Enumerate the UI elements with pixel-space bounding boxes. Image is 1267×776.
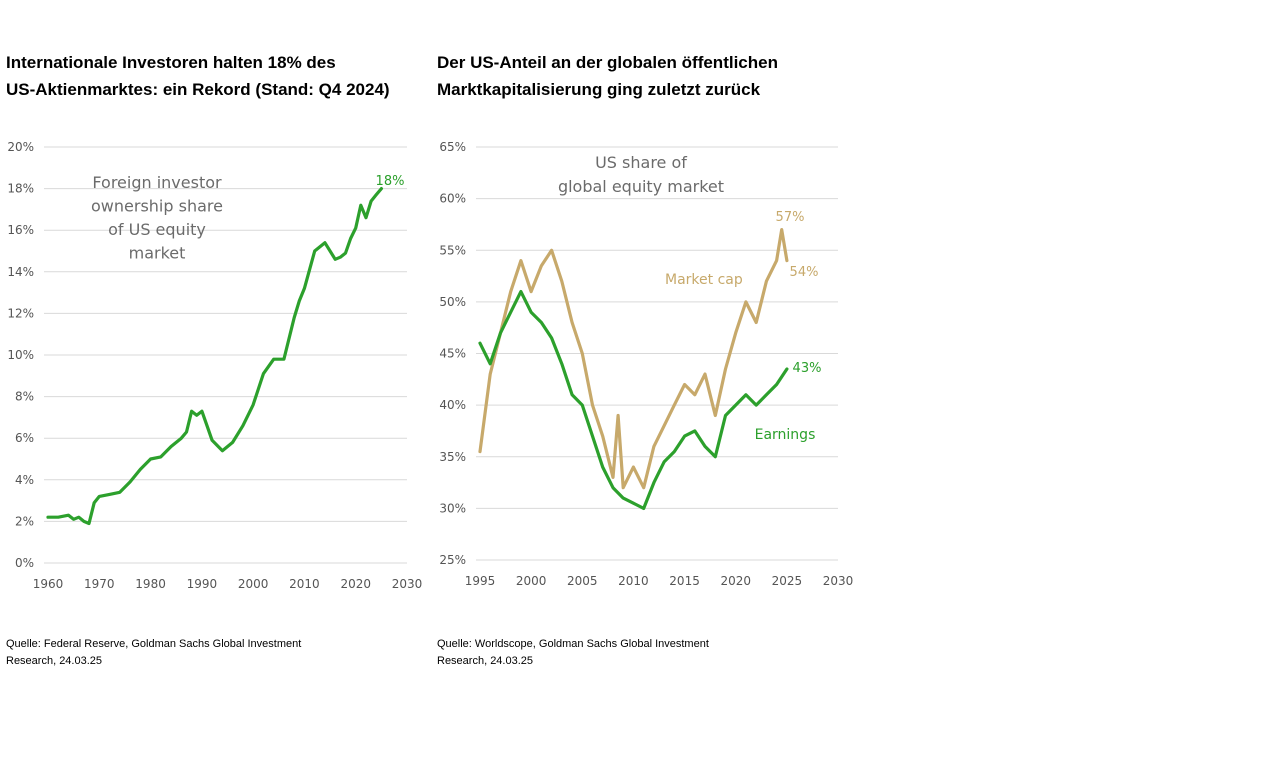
panel-1-source-line-2: Research, 24.03.25: [6, 655, 103, 667]
panel-2-title-line-2: Marktkapitalisierung ging zuletzt zurück: [437, 80, 761, 99]
chart-1-y-tick-label: 18%: [7, 182, 34, 196]
chart-2-x-tick-label: 2000: [516, 574, 547, 588]
chart-2-y-tick-label: 40%: [439, 398, 466, 412]
chart-2-y-tick-label: 50%: [439, 295, 466, 309]
panel-1-title-line-1: Internationale Investoren halten 18% des: [6, 53, 336, 72]
panel-2-title: Der US-Anteil an der globalen öffentlich…: [437, 49, 857, 103]
chart-2-y-tick-label: 55%: [439, 243, 466, 257]
chart-2-market-cap-line: [478, 228, 789, 490]
chart-2-y-tick-label: 30%: [439, 501, 466, 515]
chart-2-earnings-line: [478, 290, 789, 510]
panel-1-source-line-1: Quelle: Federal Reserve, Goldman Sachs G…: [6, 638, 302, 650]
chart-2-market-cap-end-label: 54%: [790, 265, 819, 280]
chart-1-y-tick-label: 16%: [7, 223, 34, 237]
chart-1-annotation-line: of US equity: [108, 220, 206, 239]
chart-2-earnings-label: Earnings: [755, 427, 816, 443]
chart-2-annotation-line: global equity market: [558, 177, 724, 196]
panel-2-title-line-1: Der US-Anteil an der globalen öffentlich…: [437, 53, 778, 72]
chart-2-y-tick-label: 35%: [439, 450, 466, 464]
chart-1-end-label: 18%: [376, 174, 405, 189]
chart-1-y-tick-label: 6%: [15, 431, 34, 445]
chart-2-x-tick-label: 2030: [823, 574, 854, 588]
panel-1-title: Internationale Investoren halten 18% des…: [6, 49, 426, 103]
chart-2-y-tick-label: 25%: [439, 553, 466, 567]
panel-1-title-line-2: US-Aktienmarktes: ein Rekord (Stand: Q4 …: [6, 80, 390, 99]
chart-1-x-tick-label: 1980: [135, 577, 166, 591]
panel-1-source: Quelle: Federal Reserve, Goldman Sachs G…: [6, 636, 301, 670]
chart-1-y-tick-label: 12%: [7, 306, 34, 320]
chart-2-earnings-end-label: 43%: [793, 361, 822, 376]
chart-1-x-tick-label: 2030: [392, 577, 423, 591]
chart-2-x-tick-label: 1995: [465, 574, 496, 588]
panel-2-source-line-1: Quelle: Worldscope, Goldman Sachs Global…: [437, 638, 709, 650]
chart-1-x-tick-label: 2010: [289, 577, 320, 591]
chart-1-y-tick-label: 20%: [7, 140, 34, 154]
chart-2-y-tick-label: 65%: [439, 140, 466, 154]
chart-2-market-cap-label: Market cap: [665, 272, 743, 288]
chart-2-x-tick-label: 2020: [720, 574, 751, 588]
chart-1-y-tick-label: 4%: [15, 473, 34, 487]
chart-1-x-tick-label: 2020: [340, 577, 371, 591]
chart-1-series-line: [46, 187, 383, 526]
chart-1-annotation-line: market: [129, 244, 186, 263]
chart-2-y-tick-label: 45%: [439, 347, 466, 361]
chart-1-y-tick-label: 14%: [7, 265, 34, 279]
chart-2-x-tick-label: 2025: [772, 574, 803, 588]
chart-1-y-tick-label: 2%: [15, 514, 34, 528]
chart-2-market-cap-peak-label: 57%: [776, 210, 805, 225]
chart-1-x-tick-label: 1990: [187, 577, 218, 591]
chart-1-y-tick-label: 0%: [15, 556, 34, 570]
chart-1-annotation-line: ownership share: [91, 197, 223, 216]
chart-1-annotation-line: Foreign investor: [92, 173, 222, 192]
chart-2-x-tick-label: 2010: [618, 574, 649, 588]
chart-2-x-tick-label: 2005: [567, 574, 598, 588]
panel-2-source: Quelle: Worldscope, Goldman Sachs Global…: [437, 636, 709, 670]
chart-2-y-tick-label: 60%: [439, 192, 466, 206]
chart-1-x-tick-label: 2000: [238, 577, 269, 591]
chart-1-y-tick-label: 10%: [7, 348, 34, 362]
panel-2-source-line-2: Research, 24.03.25: [437, 655, 534, 667]
chart-1-x-tick-label: 1960: [33, 577, 64, 591]
chart-2-x-tick-label: 2015: [669, 574, 700, 588]
chart-1-y-tick-label: 8%: [15, 390, 34, 404]
chart-1-x-tick-label: 1970: [84, 577, 115, 591]
chart-2-annotation-line: US share of: [595, 153, 687, 172]
